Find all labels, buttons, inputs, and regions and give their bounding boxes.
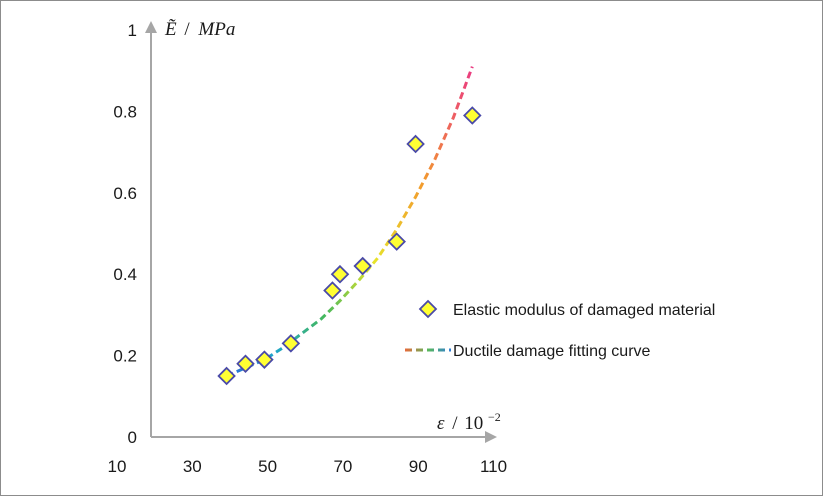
x-axis-title-symbol: ε — [437, 413, 445, 434]
y-tick-label: 0.4 — [113, 265, 137, 284]
legend-label-points: Elastic modulus of damaged material — [453, 302, 715, 319]
data-point — [463, 106, 482, 125]
x-tick-label: 50 — [258, 457, 277, 476]
data-point — [255, 350, 274, 369]
x-tick-label: 10 — [108, 457, 127, 476]
data-point — [281, 334, 301, 353]
x-tick-label: 30 — [183, 457, 202, 476]
data-point — [387, 232, 406, 251]
legend-diamond-icon — [418, 299, 438, 319]
data-point — [330, 264, 350, 284]
y-tick-label: 1 — [128, 21, 137, 40]
x-axis-title: ε / 10 −2 — [437, 410, 501, 434]
data-points — [217, 106, 482, 386]
y-tick-label: 0.8 — [113, 102, 137, 121]
data-point — [217, 366, 236, 386]
x-axis-title-unit-exponent: −2 — [488, 410, 501, 424]
y-tick-label: 0 — [128, 428, 137, 447]
y-axis-title-slash: / — [184, 19, 190, 40]
legend-label-curve: Ductile damage fitting curve — [453, 343, 651, 360]
x-axis-title-slash: / — [452, 413, 458, 434]
legend: Elastic modulus of damaged material Duct… — [405, 299, 715, 360]
x-axis-title-unit-base: 10 — [464, 413, 483, 434]
axes — [145, 21, 497, 443]
x-tick-labels: 10 30 50 70 90 110 — [108, 457, 508, 476]
y-axis-title: Ẽ / MPa — [164, 19, 235, 40]
fitting-curve — [226, 66, 474, 378]
data-point — [406, 134, 425, 154]
data-point — [353, 256, 372, 276]
data-point — [323, 281, 342, 300]
y-axis-title-unit: MPa — [197, 19, 235, 40]
x-tick-label: 110 — [480, 457, 507, 476]
y-tick-labels: 0 0.2 0.4 0.6 0.8 1 — [113, 21, 137, 447]
x-tick-label: 90 — [409, 457, 428, 476]
legend-item-curve: Ductile damage fitting curve — [405, 343, 651, 360]
data-point — [236, 354, 255, 374]
y-tick-label: 0.6 — [113, 184, 137, 203]
y-tick-label: 0.2 — [113, 347, 137, 366]
x-tick-label: 70 — [333, 457, 352, 476]
y-axis-title-symbol: Ẽ — [164, 19, 177, 40]
legend-item-points: Elastic modulus of damaged material — [418, 299, 715, 319]
